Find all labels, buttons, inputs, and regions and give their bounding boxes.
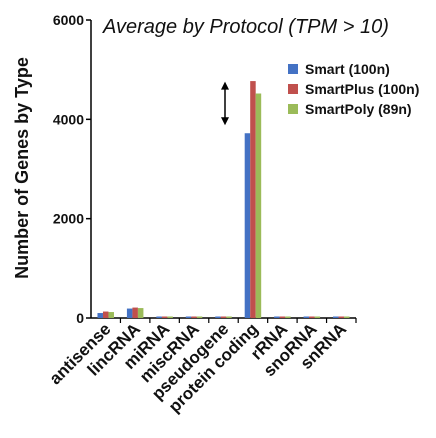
y-tick-label: 4000: [53, 111, 84, 127]
bar-miscRNA-1: [185, 316, 192, 318]
bar-pseudogene-3: [226, 316, 232, 318]
bar-lincRNA-2: [132, 307, 138, 318]
arrow-down-head: [221, 117, 229, 126]
legend-swatch: [288, 64, 298, 74]
bar-snoRNA-3: [314, 316, 321, 318]
bar-pseudogene-1: [215, 316, 221, 318]
legend-swatch: [288, 104, 298, 114]
bar-miRNA-1: [156, 316, 162, 318]
annotations: [221, 81, 229, 126]
y-axis-label: Number of Genes by Type: [12, 57, 32, 279]
bar-lincRNA-3: [137, 308, 144, 318]
bar-protein-coding-1: [244, 133, 251, 318]
chart-title: Average by Protocol (TPM > 10): [102, 16, 389, 38]
legend-label: SmartPoly (89n): [305, 101, 412, 117]
bar-snoRNA-1: [303, 316, 310, 318]
bar-rRNA-3: [285, 316, 291, 318]
legend: Smart (100n) SmartPlus (100n) SmartPoly (8…: [288, 61, 419, 117]
arrow-up-head: [221, 81, 229, 90]
bar-snRNA-1: [333, 316, 339, 318]
bar-protein-coding-3: [255, 93, 262, 318]
bar-miRNA-2: [161, 316, 168, 318]
bar-protein-coding-2: [250, 81, 256, 318]
bar-antisense-1: [97, 313, 103, 318]
bar-pseudogene-2: [220, 316, 227, 318]
legend-swatch: [288, 84, 298, 94]
y-tick-label: 6000: [53, 12, 84, 28]
bar-rRNA-2: [279, 316, 286, 318]
bar-miscRNA-3: [196, 316, 203, 318]
bar-snRNA-3: [344, 316, 350, 318]
y-axis-ticks: 0 2000 4000 6000: [53, 12, 91, 326]
legend-label: SmartPlus (100n): [305, 81, 419, 97]
legend-label: Smart (100n): [305, 61, 390, 77]
y-tick-label: 0: [76, 310, 84, 326]
y-tick-label: 2000: [53, 211, 84, 227]
x-axis-categories: antisenselincRNAmiRNAmiscRNApseudogenepr…: [46, 319, 350, 416]
bar-antisense-3: [108, 312, 114, 318]
bar-snoRNA-2: [309, 316, 315, 318]
bar-miRNA-3: [167, 316, 173, 318]
bar-lincRNA-1: [126, 308, 133, 318]
bar-snRNA-2: [338, 316, 345, 318]
bar-antisense-2: [102, 311, 109, 318]
bar-miscRNA-2: [191, 316, 197, 318]
bars: [97, 81, 357, 323]
bar-rRNA-1: [274, 316, 280, 318]
